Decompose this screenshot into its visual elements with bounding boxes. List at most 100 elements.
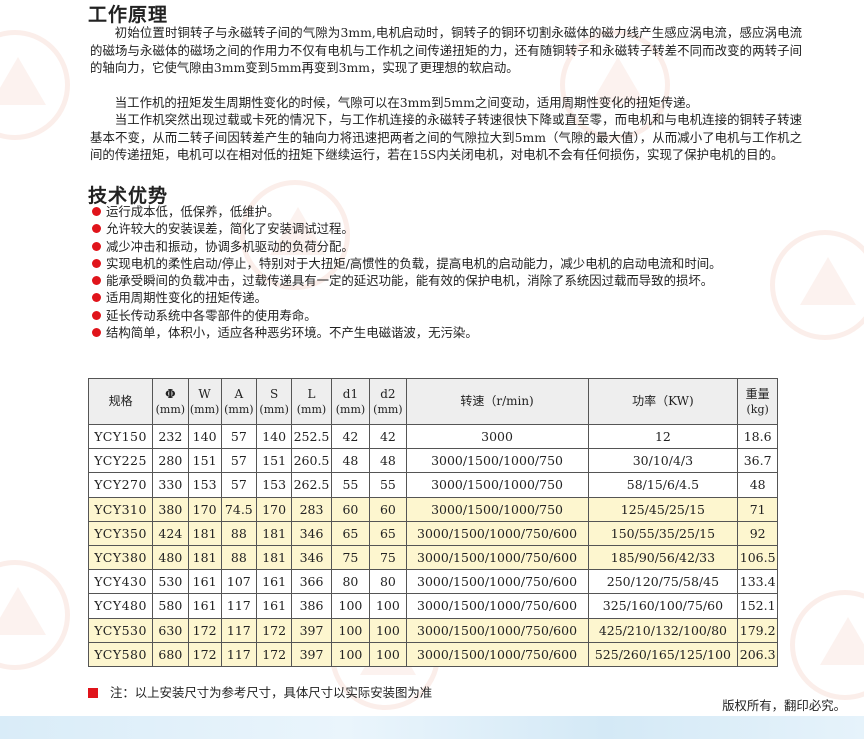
model-cell: YCY530 [87,617,154,643]
column-header-unit: (mm) [155,402,186,416]
table-cell: 630 [152,617,189,643]
watermark-logo [560,30,670,140]
principle-paragraph: 当工作机的扭矩发生周期性变化的时候，气隙可以在3mm到5mm之间变动，适用周期性… [114,95,698,110]
column-header: 转速（r/min) [405,378,589,425]
note-marker-icon [88,688,98,698]
column-header-name: d1 [342,386,359,401]
column-header: 功率（KW) [587,378,739,425]
table-cell: 179.2 [737,617,778,643]
table-cell: 100 [330,641,371,667]
table-cell: 42 [330,423,371,450]
table-cell: 117 [220,593,258,619]
table-cell: 71 [737,496,778,522]
table-cell: 3000/1500/1000/750 [405,448,589,474]
model-cell: YCY580 [87,641,154,667]
spec-table: 规格 Φ (mm) W (mm) A (mm) S (mm) L (mm) d1 (mm) d2 (mm) 转… [87,378,778,667]
table-cell: 153 [187,472,222,498]
table-cell: 3000/1500/1000/750/600 [405,544,589,571]
table-cell: 170 [255,496,293,522]
table-row: YCY380 480 181 88 181 346 75 75 3000/1500/1000/7… [87,544,778,571]
column-header: S (mm) [255,378,293,425]
table-cell: 125/45/25/15 [587,496,739,522]
table-cell: 74.5 [220,496,258,522]
table-cell: 181 [187,520,222,546]
principle-paragraph: 当工作机突然出现过载或卡死的情况下，与工作机连接的永磁转子转速很快下降或直至零，… [90,112,802,162]
table-cell: 525/260/165/125/100 [587,641,739,667]
principle-paragraph: 初始位置时铜转子与永磁转子间的气隙为3mm,电机启动时，铜转子的铜环切割永磁体的… [90,25,802,75]
table-cell: 346 [291,520,332,546]
table-cell: 185/90/56/42/33 [587,544,739,571]
table-cell: 57 [220,423,258,450]
table-cell: 252.5 [291,423,332,450]
table-cell: 88 [220,544,258,571]
table-cell: 60 [330,496,371,522]
table-cell: 3000 [405,423,589,450]
table-cell: 100 [330,617,371,643]
column-header-unit: (mm) [189,402,220,416]
column-header: d1 (mm) [330,378,371,425]
column-header-name: Φ [165,386,176,401]
table-cell: 366 [291,569,332,595]
column-header-name: 重量 [745,386,770,401]
column-header: W (mm) [187,378,222,425]
table-cell: 161 [255,593,293,619]
column-header-name: 功率（KW) [632,394,694,408]
table-cell: 3000/1500/1000/750/600 [405,569,589,595]
table-cell: 57 [220,448,258,474]
table-cell: 60 [369,496,407,522]
watermark-logo [790,590,864,700]
column-header: d2 (mm) [369,378,407,425]
table-cell: 100 [369,593,407,619]
watermark-logo [770,230,864,340]
table-cell: 88 [220,520,258,546]
table-cell: 150/55/35/25/15 [587,520,739,546]
table-row: YCY350 424 181 88 181 346 65 65 3000/1500/1000/7… [87,520,778,546]
advantage-item: 实现电机的柔性启动/停止，特别对于大扭矩/高惯性的负载，提高电机的启动能力，减少… [90,255,802,272]
model-cell: YCY225 [87,448,154,474]
table-cell: 386 [291,593,332,619]
table-cell: 65 [330,520,371,546]
table-cell: 172 [255,641,293,667]
advantage-item: 延长传动系统中各零部件的使用寿命。 [90,307,802,324]
column-header-unit: (kg) [746,402,769,416]
note-text: 注：以上安装尺寸为参考尺寸，具体尺寸以实际安装图为准 [110,685,433,700]
table-cell: 30/10/4/3 [587,448,739,474]
table-row: YCY580 680 172 117 172 397 100 100 3000/1500/100… [87,641,778,667]
table-row: YCY270 330 153 57 153 262.5 55 55 3000/1500/1000… [87,472,778,498]
table-cell: 140 [187,423,222,450]
table-cell: 36.7 [737,448,778,474]
table-cell: 262.5 [291,472,332,498]
table-cell: 280 [152,448,189,474]
model-cell: YCY430 [87,569,154,595]
table-cell: 48 [330,448,371,474]
table-cell: 152.1 [737,593,778,619]
table-cell: 232 [152,423,189,450]
column-header-name: 规格 [108,394,133,408]
table-cell: 18.6 [737,423,778,450]
advantage-item: 运行成本低，低保养，低维护。 [90,203,802,220]
table-cell: 181 [255,544,293,571]
table-cell: 12 [587,423,739,450]
advantage-item: 适用周期性变化的扭矩传递。 [90,289,802,306]
table-cell: 3000/1500/1000/750/600 [405,617,589,643]
column-header: L (mm) [291,378,332,425]
column-header-unit: (mm) [335,402,366,416]
table-cell: 106.5 [737,544,778,571]
table-cell: 3000/1500/1000/750/600 [405,520,589,546]
column-header-name: L [307,386,316,401]
advantages-list: 运行成本低，低保养，低维护。 允许较大的安装误差，简化了安装调试过程。 减少冲击… [90,203,802,341]
table-cell: 424 [152,520,189,546]
table-cell: 100 [369,641,407,667]
column-header-name: S [270,386,279,401]
table-cell: 65 [369,520,407,546]
table-cell: 250/120/75/58/45 [587,569,739,595]
table-cell: 80 [369,569,407,595]
table-cell: 75 [369,544,407,571]
column-header: 规格 [87,378,154,425]
table-cell: 153 [255,472,293,498]
footer-band [0,716,864,739]
table-cell: 172 [187,617,222,643]
table-cell: 480 [152,544,189,571]
model-cell: YCY270 [87,472,154,498]
table-row: YCY430 530 161 107 161 366 80 80 3000/1500/1000/… [87,569,778,595]
